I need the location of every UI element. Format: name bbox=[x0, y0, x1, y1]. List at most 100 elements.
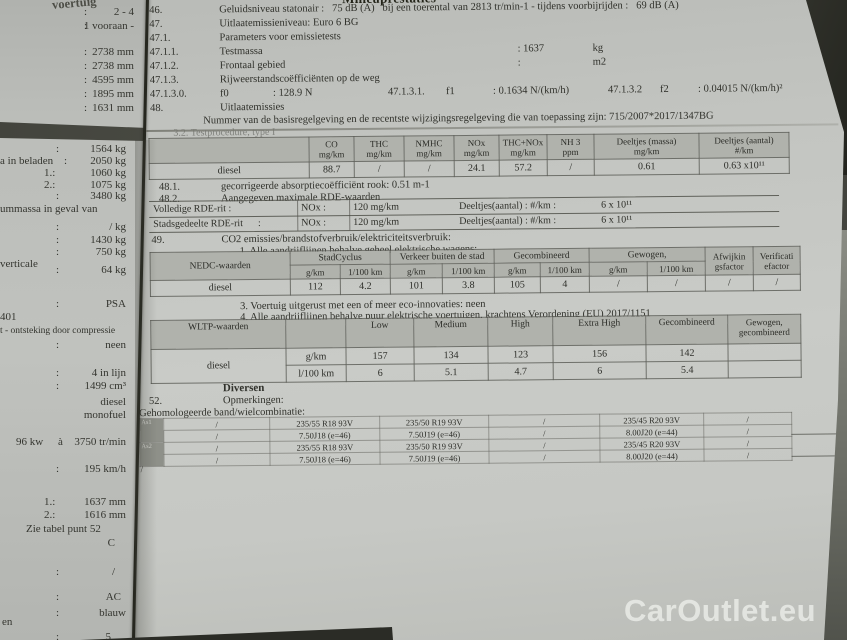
group-extra-urban: Verkeer buiten de stad bbox=[390, 249, 495, 265]
value: neen bbox=[105, 339, 126, 351]
unit-cell: 1/100 km bbox=[340, 264, 391, 279]
item-number: 47.1.2. bbox=[149, 60, 179, 72]
header-particles-count: Deeltjes (aantal) #/km bbox=[698, 132, 790, 159]
left-row: : 195 km/h bbox=[0, 463, 129, 476]
left-row: : 64 kg bbox=[0, 264, 129, 277]
tyre-cell: / bbox=[703, 436, 792, 450]
fuel-label: diesel bbox=[150, 348, 287, 384]
rim-cell: / bbox=[488, 426, 600, 440]
emissions-table: CO mg/km THC mg/km NMHC mg/km NOx mg/km THC+… bbox=[148, 132, 790, 180]
colon: : bbox=[56, 566, 60, 578]
rim-cell: 7.50J18 (e=46) bbox=[269, 452, 381, 466]
value-cell: 156 bbox=[552, 344, 647, 363]
left-row: 2.: 1616 mm bbox=[0, 509, 129, 522]
value-particles-count: 0.63 x10¹¹ bbox=[699, 157, 790, 175]
coef-f0: f0 bbox=[219, 88, 229, 100]
colon: : bbox=[56, 607, 60, 619]
header-unit: mg/km bbox=[366, 148, 392, 159]
value-cell: 5.4 bbox=[646, 360, 729, 379]
value-cell: 6 bbox=[346, 363, 415, 382]
value-nox: 24.1 bbox=[454, 160, 500, 177]
header-line: THC+NOx bbox=[502, 137, 544, 148]
nedc-title: NEDC-waarden bbox=[150, 251, 291, 281]
value: 1564 kg bbox=[90, 143, 126, 155]
colon: : bbox=[84, 20, 88, 32]
rde-particles-value: 6 x 10¹¹ bbox=[601, 214, 633, 226]
left-row: 401 bbox=[0, 311, 129, 324]
label: t - ontsteking door compressie bbox=[0, 326, 116, 336]
label: 401 bbox=[0, 311, 17, 323]
coef-f2: f2 bbox=[659, 84, 669, 96]
colon: 1.: bbox=[44, 496, 56, 508]
left-row: : AC bbox=[0, 591, 129, 604]
item-text: Testmassa bbox=[219, 45, 263, 58]
wltp-table: WLTP-waarden Low Medium High Extra High … bbox=[150, 314, 802, 384]
unit-cell: g/km bbox=[290, 264, 341, 280]
header-unit: ppm bbox=[562, 146, 579, 158]
colon: : bbox=[64, 155, 68, 167]
item-number: 47.1.1. bbox=[149, 46, 179, 58]
empty-header-cell bbox=[285, 318, 346, 349]
left-row: : neen bbox=[0, 339, 129, 352]
value-nh3: / bbox=[547, 159, 595, 176]
page-edge-shadow bbox=[135, 140, 157, 638]
left-row: :1895 mm bbox=[0, 88, 137, 101]
tyre-table-line-extension bbox=[791, 433, 840, 435]
tyre-cell: / bbox=[163, 417, 270, 431]
value-cell: 4.7 bbox=[488, 362, 554, 381]
label: a in beladen bbox=[0, 155, 54, 167]
left-row: :5 bbox=[0, 631, 129, 640]
colon: : bbox=[56, 380, 60, 392]
left-row: Zie tabel punt 52 bbox=[0, 523, 129, 536]
value-cell: / bbox=[589, 275, 648, 293]
header-unit: mg/km bbox=[416, 148, 442, 159]
left-row: :2738 mm bbox=[0, 46, 137, 59]
rde-pollutant: NOx : bbox=[301, 202, 326, 214]
left-row: : / kg bbox=[0, 221, 129, 234]
item-text: Parameters voor emissietests bbox=[219, 31, 341, 44]
value: 1060 kg bbox=[90, 167, 126, 179]
item-value: : bbox=[517, 57, 521, 69]
left-row: : 2 - 4 bbox=[0, 6, 137, 19]
left-row: : 1564 kg bbox=[0, 143, 129, 156]
header-line: NH 3 bbox=[560, 136, 581, 148]
value-cell: 4.2 bbox=[340, 278, 391, 295]
header-low: Low bbox=[345, 317, 414, 348]
rde-particles-label: Deeltjes(aantal) : #/km : bbox=[459, 200, 557, 213]
header-nh3: NH 3 ppm bbox=[546, 134, 595, 160]
value-cell: 4 bbox=[540, 276, 590, 293]
left-row: verticale bbox=[0, 258, 129, 271]
colon: : bbox=[56, 339, 60, 351]
header-weighted-combined: Gewogen, gecombineerd bbox=[727, 314, 801, 344]
tyre-cell: 235/50 R19 93V bbox=[379, 415, 489, 429]
value: 2050 kg bbox=[90, 155, 126, 167]
value: 2738 mm bbox=[92, 60, 134, 72]
rim-cell: / bbox=[163, 453, 271, 467]
empty-header-cell bbox=[148, 136, 310, 164]
left-row: : blauw bbox=[0, 607, 129, 620]
caroutlet-watermark: CarOutlet.eu bbox=[624, 593, 817, 628]
coef-f0-value: : 128.9 N bbox=[272, 87, 313, 99]
left-row: :2738 mm bbox=[0, 60, 137, 73]
colon: : bbox=[56, 190, 60, 202]
value: 64 kg bbox=[101, 264, 126, 276]
value-cell-empty bbox=[727, 343, 802, 361]
value: / bbox=[111, 566, 115, 578]
rde-table: Volledige RDE-rit : NOx : 120 mg/km Deeltje… bbox=[149, 194, 780, 234]
fuel-label: diesel bbox=[149, 161, 310, 180]
colon: : bbox=[56, 463, 60, 475]
rde-particles-label: Deeltjes(aantal) : #/km : bbox=[459, 215, 557, 228]
rim-cell: 8.00J20 (e=44) bbox=[599, 425, 704, 439]
value: monofuel bbox=[83, 409, 126, 421]
group-weighted: Gewogen, bbox=[589, 247, 706, 263]
value: blauw bbox=[99, 607, 126, 619]
colon: : bbox=[56, 591, 60, 603]
value: 750 kg bbox=[95, 246, 126, 258]
unit-cell: 1/100 km bbox=[442, 263, 495, 278]
value: 1895 mm bbox=[92, 88, 134, 100]
colon: : bbox=[56, 631, 60, 640]
nedc-table: NEDC-waarden StadCyclus Verkeer buiten d… bbox=[150, 246, 801, 297]
left-row: : / bbox=[0, 566, 129, 579]
